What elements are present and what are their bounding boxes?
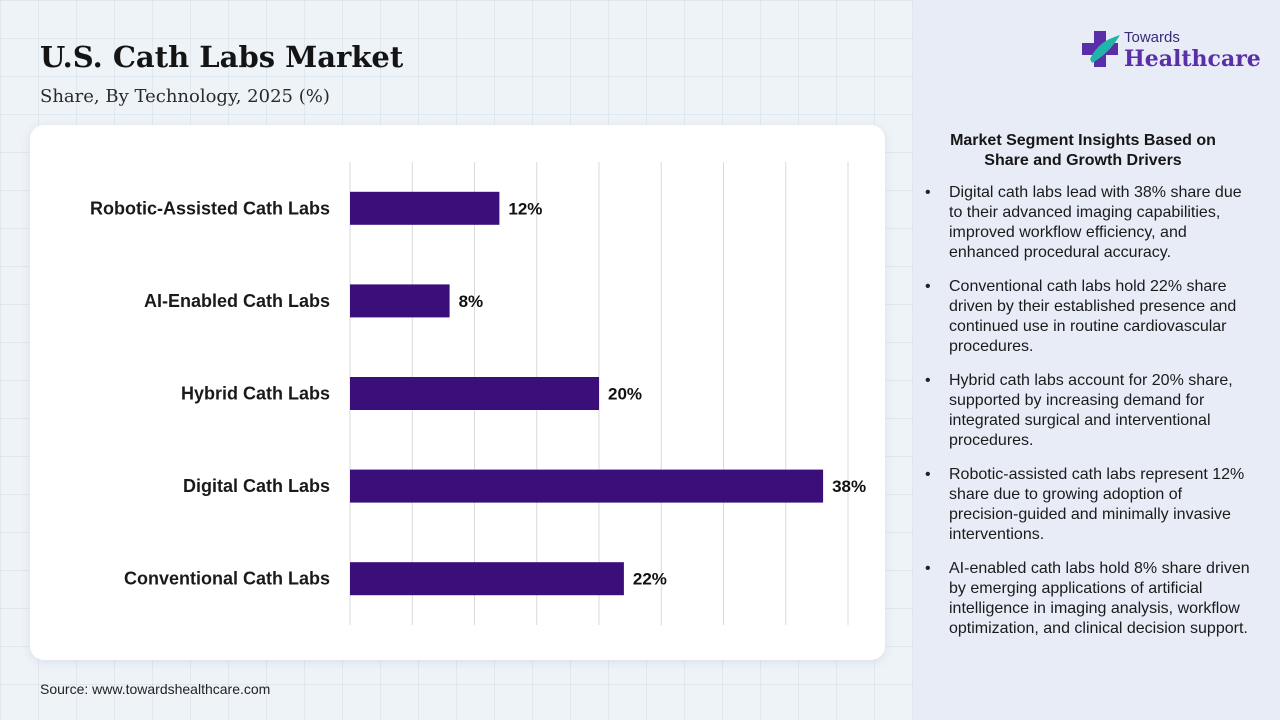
category-label: Hybrid Cath Labs — [181, 384, 330, 404]
brand-logo: Towards Healthcare — [1080, 27, 1261, 77]
insight-item: AI-enabled cath labs hold 8% share drive… — [920, 559, 1250, 639]
value-label: 8% — [459, 292, 484, 311]
insights-heading: Market Segment Insights Based on Share a… — [950, 132, 1216, 169]
category-label: AI-Enabled Cath Labs — [144, 291, 330, 311]
medical-cross-icon — [1082, 31, 1120, 67]
brand-line1: Towards — [1124, 29, 1180, 46]
insight-item: Hybrid cath labs account for 20% share, … — [920, 371, 1250, 451]
source-note: Source: www.towardshealthcare.com — [40, 681, 271, 697]
brand-line2: Healthcare — [1124, 46, 1261, 72]
insight-item: Robotic-assisted cath labs represent 12%… — [920, 465, 1250, 545]
insight-item: Digital cath labs lead with 38% share du… — [920, 183, 1250, 263]
bar-chart: Robotic-Assisted Cath Labs 12% AI-Enabled … — [90, 162, 866, 625]
bar — [350, 191, 500, 225]
insights-list: Digital cath labs lead with 38% share du… — [920, 183, 1250, 653]
page-title: U.S. Cath Labs Market — [40, 40, 404, 74]
bar — [350, 377, 599, 410]
main-area: U.S. Cath Labs Market Share, By Technolo… — [30, 40, 885, 697]
value-label: 38% — [832, 477, 866, 496]
bar — [350, 562, 624, 596]
value-label: 12% — [508, 199, 542, 218]
bar — [350, 469, 824, 503]
category-label: Robotic-Assisted Cath Labs — [90, 198, 330, 218]
category-label: Conventional Cath Labs — [124, 569, 330, 589]
page-subtitle: Share, By Technology, 2025 (%) — [40, 86, 330, 107]
chart-card: Robotic-Assisted Cath Labs 12% AI-Enabled … — [30, 125, 885, 660]
category-label: Digital Cath Labs — [183, 476, 330, 496]
bar — [350, 284, 450, 318]
value-label: 22% — [633, 570, 667, 589]
value-label: 20% — [608, 385, 642, 404]
insight-item: Conventional cath labs hold 22% share dr… — [920, 277, 1250, 357]
